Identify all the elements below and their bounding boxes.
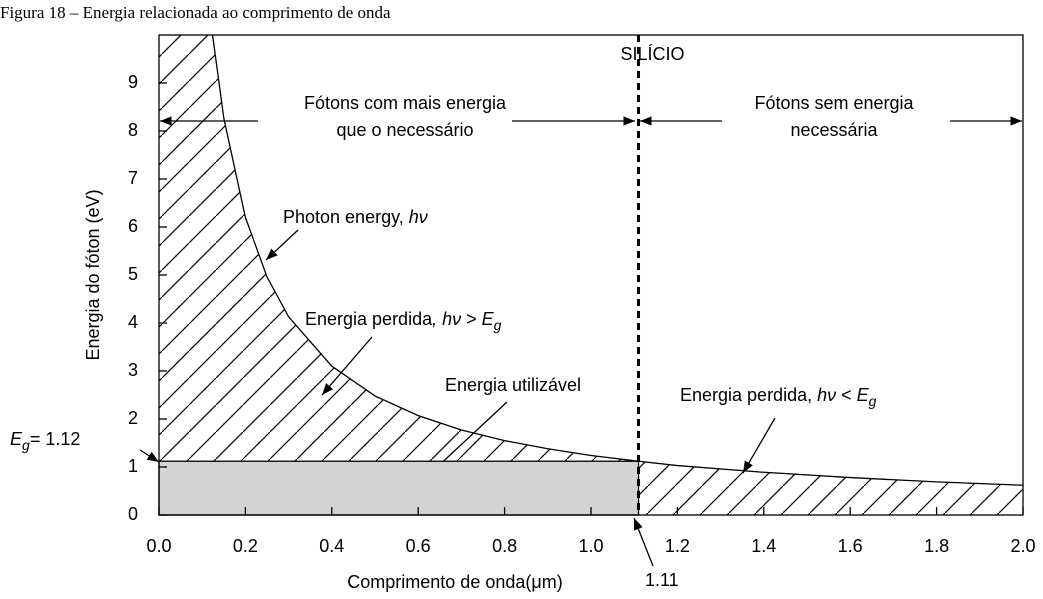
annotation-part: Energia perdida	[305, 309, 433, 329]
x-tick-label: 1.6	[838, 536, 863, 556]
annotation-part: E	[10, 429, 23, 449]
annotation-part: , hν	[432, 309, 461, 329]
y-tick-label: 0	[128, 504, 138, 524]
usable-energy	[158, 460, 640, 516]
annotation-part: g	[869, 393, 877, 409]
x-tick-label: 0.6	[406, 536, 431, 556]
x-tick-label: 1.4	[751, 536, 776, 556]
caption: Figura 18 – Energia relacionada ao compr…	[0, 3, 391, 22]
annotation-part: = 1.12	[30, 429, 81, 449]
annotation-part: >	[461, 309, 482, 329]
annotation-part: Photon energy,	[283, 207, 409, 227]
region-label: necessária	[790, 120, 878, 140]
x-tick-label: 1.8	[924, 536, 949, 556]
cutoff-label: 1.11	[645, 570, 679, 590]
y-tick-label: 1	[128, 456, 138, 476]
annotation-part: hν	[817, 385, 836, 405]
annotation: Energia perdida, hν > Eg	[305, 309, 502, 333]
x-tick-label: 1.0	[578, 536, 603, 556]
region-label: Fótons com mais energia	[304, 93, 507, 113]
x-tick-label: 0.0	[146, 536, 171, 556]
annotation: Energia utilizável	[445, 375, 581, 395]
annotation-part: Energia perdida,	[680, 385, 817, 405]
annotation-part: g	[494, 317, 502, 333]
y-tick-label: 6	[128, 216, 138, 236]
y-axis-label: Energia do fóton (eV)	[83, 189, 103, 360]
annotation: Eg= 1.12	[10, 429, 80, 453]
cutoff-name: SILÍCIO	[621, 44, 685, 64]
annotation-part: <	[836, 385, 857, 405]
y-tick-label: 2	[128, 408, 138, 428]
x-tick-label: 1.2	[665, 536, 690, 556]
annotation-part: E	[482, 309, 495, 329]
annotation-part: Energia utilizável	[445, 375, 581, 395]
x-tick-label: 2.0	[1010, 536, 1035, 556]
region-label: que o necessário	[336, 120, 473, 140]
x-axis-label: Comprimento de onda(μm)	[347, 572, 562, 592]
y-tick-label: 4	[128, 312, 138, 332]
y-tick-label: 9	[128, 72, 138, 92]
y-tick-label: 8	[128, 120, 138, 140]
x-tick-label: 0.4	[319, 536, 344, 556]
annotation-part: hν	[409, 207, 428, 227]
annotation-part: E	[857, 385, 870, 405]
y-tick-label: 7	[128, 168, 138, 188]
region-label: Fótons sem energia	[754, 93, 914, 113]
y-tick-label: 3	[128, 360, 138, 380]
y-tick-label: 5	[128, 264, 138, 284]
annotation: Energia perdida, hν < Eg	[680, 385, 877, 409]
annotation-part: g	[22, 437, 30, 453]
x-tick-label: 0.2	[233, 536, 258, 556]
x-tick-label: 0.8	[492, 536, 517, 556]
annotation: Photon energy, hν	[283, 207, 428, 227]
photon-energy-line	[211, 34, 1024, 486]
